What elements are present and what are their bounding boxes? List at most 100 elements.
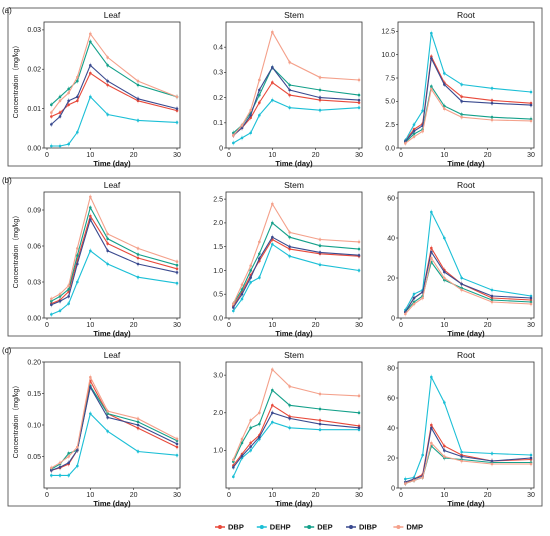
panel-(c)-root: Root 0 20 40 60 80 0 10 20 30 Time (day) — [387, 350, 535, 508]
data-point-dibp — [430, 426, 433, 430]
legend-item-dep: DEP — [304, 523, 333, 532]
data-point-dep — [106, 237, 109, 241]
y-tick-label: 2.5 — [213, 196, 223, 203]
data-point-dibp — [357, 253, 361, 257]
series-line-dibp — [51, 385, 178, 471]
series-line-dep — [404, 260, 532, 313]
data-point-dmp — [67, 455, 70, 458]
data-point-dibp — [443, 270, 446, 274]
panel-title: Leaf — [104, 10, 121, 20]
series-line-dbp — [232, 404, 360, 466]
data-point-dbp — [76, 99, 79, 103]
data-point-dibp — [288, 88, 291, 92]
data-point-dbp — [89, 214, 92, 218]
data-point-dibp — [106, 416, 109, 419]
data-point-dibp — [136, 262, 140, 266]
data-point-dmp — [288, 231, 291, 234]
plot-area — [225, 361, 363, 489]
data-point-dep — [67, 287, 70, 291]
data-point-dmp — [50, 111, 53, 114]
data-point-dep — [136, 253, 140, 256]
x-tick-label: 20 — [484, 322, 492, 329]
y-tick-label: 0.15 — [27, 391, 41, 398]
data-point-dibp — [529, 456, 533, 460]
x-axis-label: Time (day) — [93, 159, 131, 168]
data-point-dibp — [460, 100, 463, 103]
data-point-dibp — [58, 115, 62, 118]
data-point-dmp — [175, 95, 179, 99]
data-point-dmp — [249, 264, 252, 267]
series-line-dehp — [404, 33, 532, 141]
data-point-dep — [258, 93, 261, 97]
data-point-dbp — [490, 99, 494, 102]
data-point-dbp — [258, 101, 261, 104]
data-point-dmp — [318, 392, 322, 396]
data-point-dehp — [421, 109, 424, 112]
data-point-dmp — [240, 437, 244, 441]
data-point-dmp — [412, 302, 416, 306]
legend-swatch-dot — [218, 525, 222, 529]
legend-label: DMP — [406, 523, 423, 532]
series-line-dibp — [232, 236, 360, 308]
data-point-dibp — [529, 103, 533, 107]
x-tick-label: 20 — [484, 152, 492, 159]
y-tick-label: 0.2 — [213, 95, 223, 102]
y-tick-label: 1.0 — [213, 268, 223, 275]
data-point-dibp — [318, 422, 322, 426]
data-point-dep — [318, 244, 322, 248]
x-tick-label: 10 — [86, 152, 94, 159]
series-line-dbp — [404, 54, 532, 141]
panel-(c)-stem: Stem 1.0 2.0 3.0 0 10 20 30 Time (day) — [213, 350, 363, 508]
data-point-dmp — [357, 240, 361, 244]
data-point-dmp — [76, 247, 79, 250]
data-point-dehp — [412, 123, 416, 126]
panel-title: Leaf — [104, 350, 121, 360]
data-point-dbp — [271, 81, 274, 84]
data-point-dehp — [76, 130, 79, 134]
data-point-dibp — [412, 296, 416, 300]
data-point-dehp — [67, 474, 70, 477]
data-point-dehp — [258, 113, 261, 117]
data-point-dehp — [58, 144, 62, 148]
data-point-dehp — [421, 453, 424, 457]
data-point-dehp — [529, 90, 533, 94]
data-point-dehp — [412, 292, 416, 296]
series-line-dmp — [405, 441, 531, 485]
data-point-dep — [357, 411, 361, 415]
x-tick-label: 30 — [355, 152, 363, 159]
x-tick-label: 0 — [45, 152, 49, 159]
data-point-dmp — [106, 409, 109, 413]
x-axis-label: Time (day) — [447, 499, 485, 508]
data-point-dep — [288, 403, 291, 407]
data-point-dmp — [249, 108, 252, 112]
data-point-dbp — [89, 71, 92, 75]
x-tick-label: 10 — [268, 492, 276, 499]
data-point-dehp — [50, 474, 53, 477]
data-point-dehp — [175, 453, 179, 457]
y-tick-label: 0 — [219, 145, 223, 152]
series-line-dmp — [232, 368, 360, 461]
data-point-dibp — [529, 296, 533, 300]
data-point-dmp — [443, 455, 446, 458]
data-point-dehp — [232, 475, 235, 479]
y-tick-label: 12.5 — [381, 29, 395, 36]
y-axis-label: Concentration（mg/kg） — [12, 42, 20, 119]
series-line-dep — [404, 84, 532, 143]
data-point-dibp — [67, 295, 70, 298]
y-tick-label: 60 — [387, 195, 395, 202]
x-tick-label: 30 — [355, 492, 363, 499]
data-point-dmp — [89, 375, 92, 379]
data-point-dmp — [318, 238, 322, 241]
data-point-dibp — [136, 97, 140, 101]
y-tick-label: 20 — [387, 275, 395, 282]
data-point-dehp — [490, 288, 494, 292]
data-point-dmp — [529, 462, 533, 466]
data-point-dmp — [67, 284, 70, 287]
x-axis-label: Time (day) — [275, 499, 313, 508]
data-point-dbp — [430, 423, 433, 427]
data-point-dibp — [89, 385, 92, 389]
data-point-dehp — [106, 430, 109, 433]
y-tick-label: 0 — [391, 485, 395, 492]
y-tick-label: 2.5 — [385, 122, 395, 129]
data-point-dehp — [58, 309, 62, 313]
